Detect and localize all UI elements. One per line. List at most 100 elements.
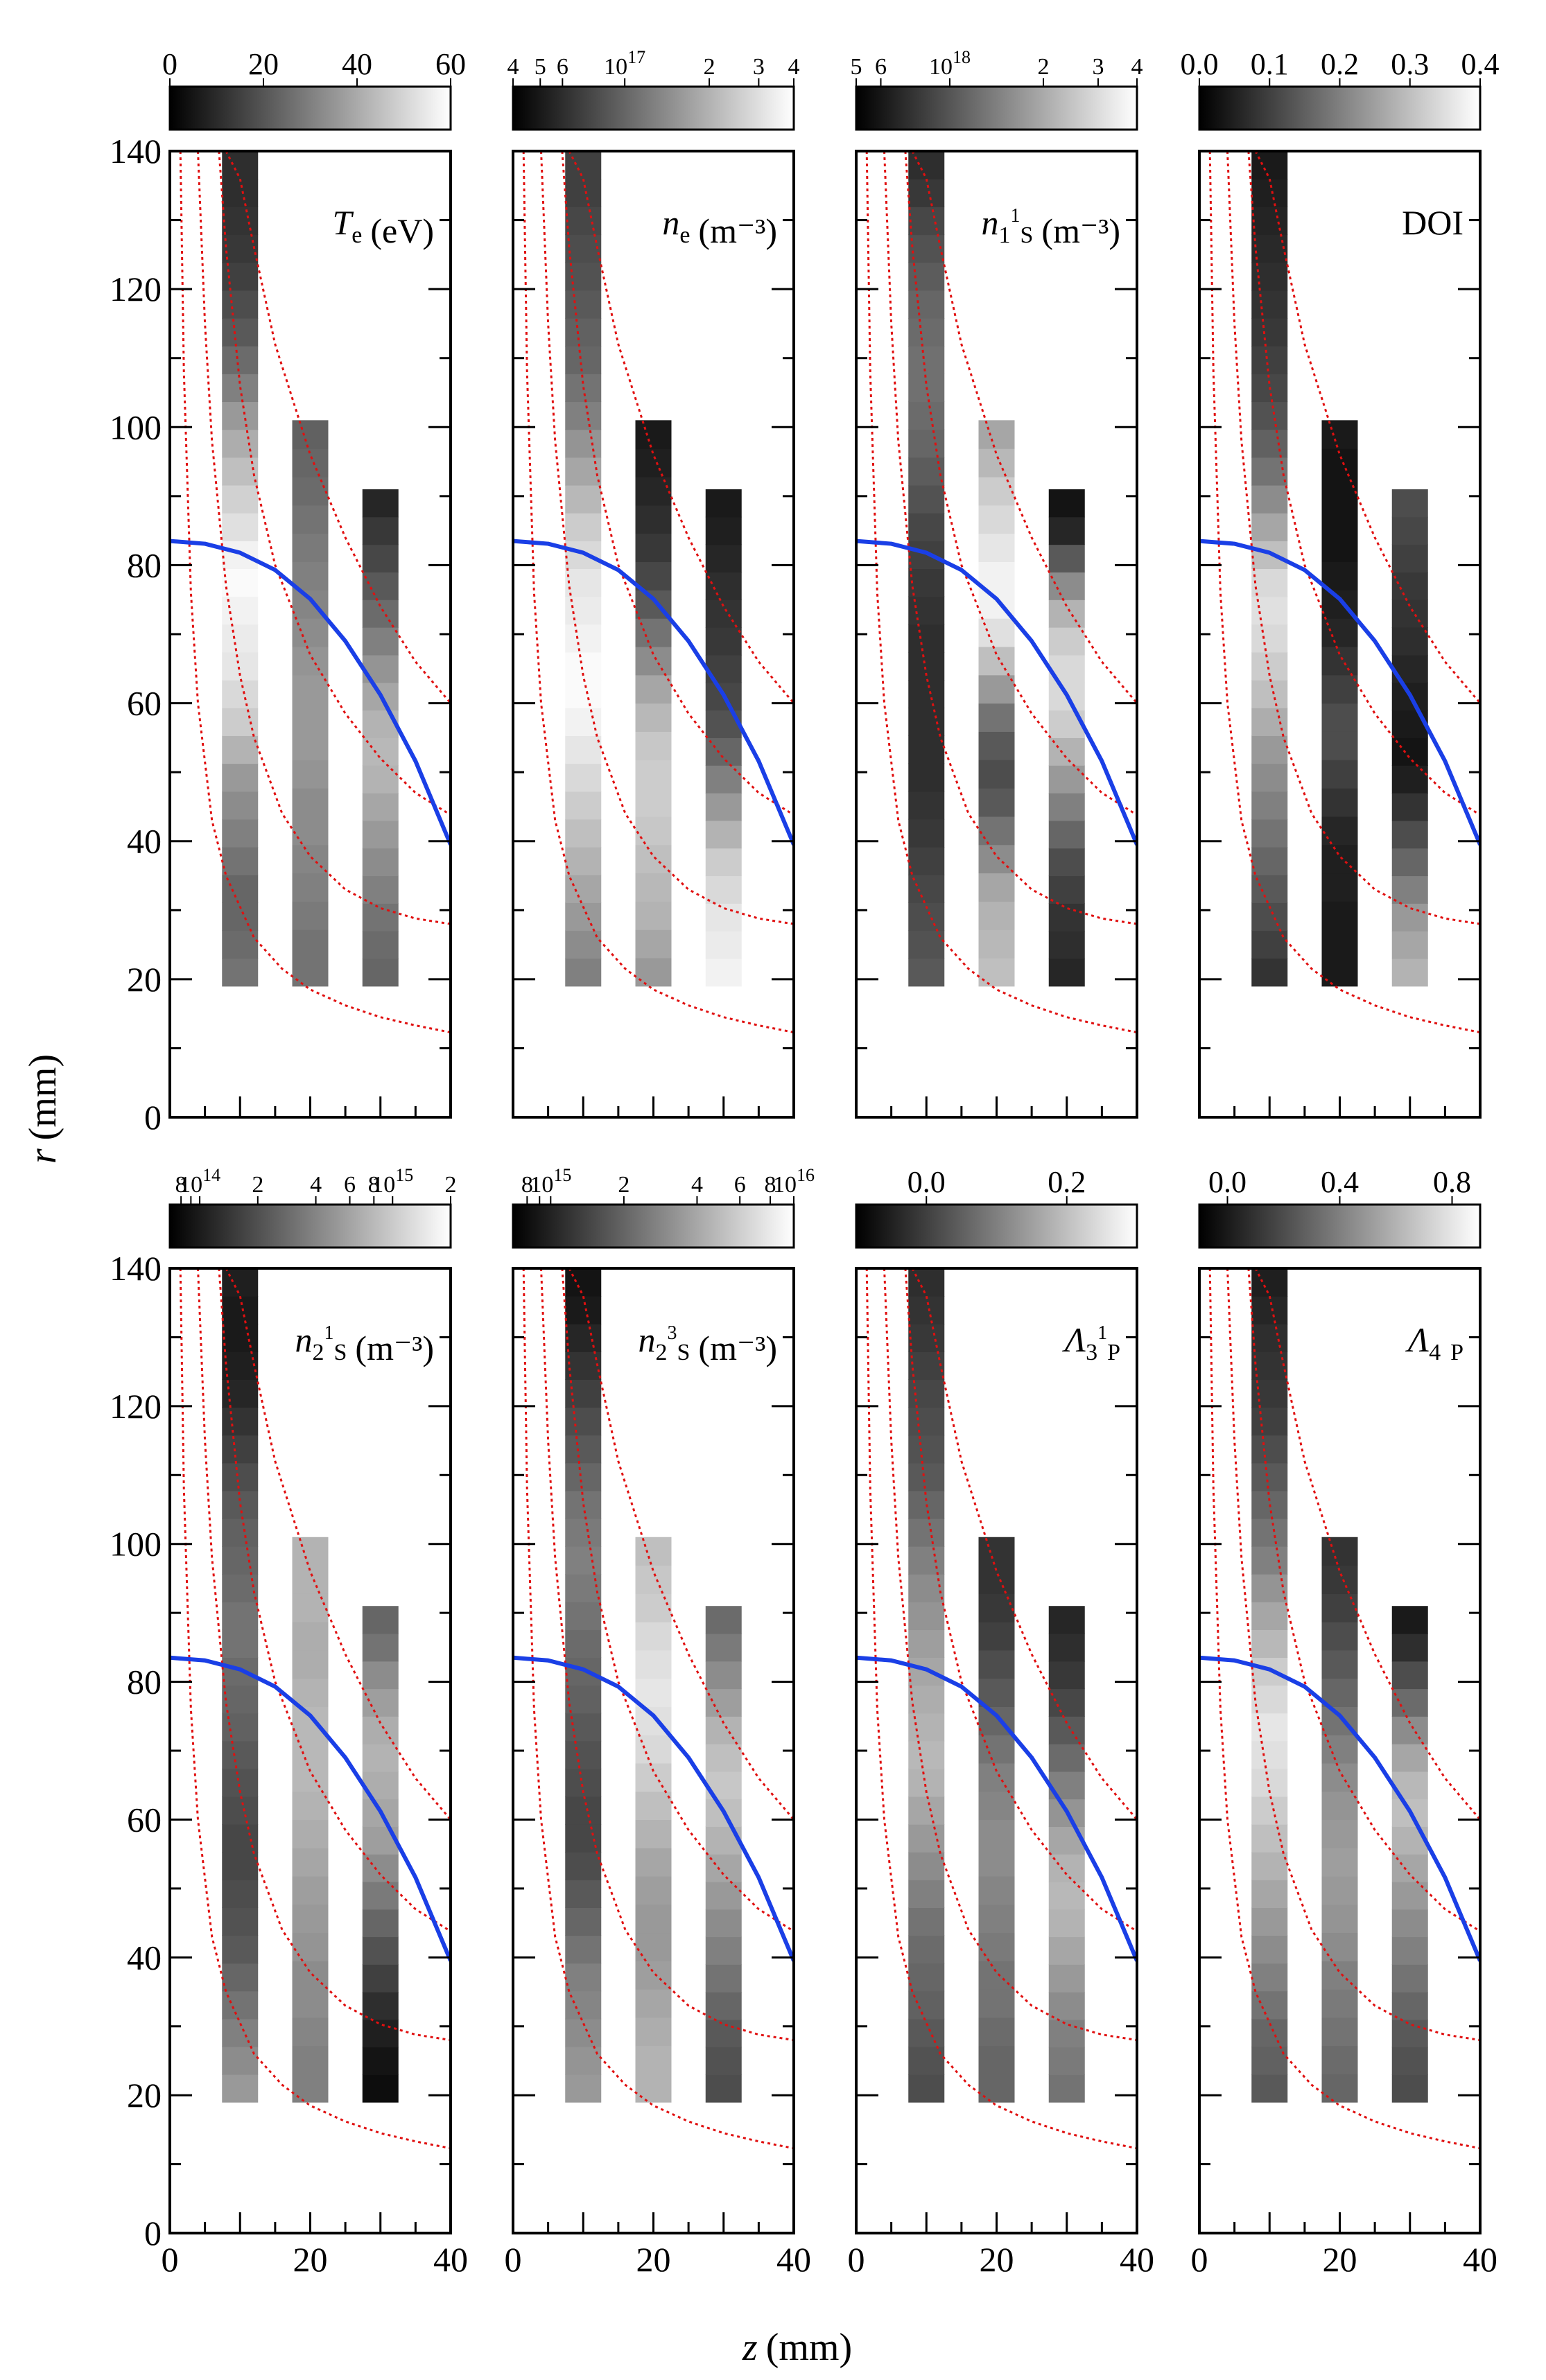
heatmap-cell bbox=[222, 346, 259, 374]
heatmap-cell bbox=[292, 1735, 329, 1764]
heatmap-cell bbox=[978, 1622, 1015, 1651]
heatmap-cell bbox=[292, 448, 329, 478]
heatmap-cell bbox=[222, 179, 259, 207]
heatmap-cell bbox=[1048, 958, 1085, 987]
heatmap-cell bbox=[1321, 731, 1358, 760]
data-column bbox=[1321, 1537, 1358, 2103]
heatmap-cell bbox=[1251, 151, 1288, 180]
colorbar-tick-label: 6 bbox=[875, 54, 887, 80]
heatmap-cell bbox=[635, 1932, 672, 1961]
heatmap-cell bbox=[1391, 1909, 1428, 1938]
colorbar-gradient bbox=[168, 1203, 452, 1249]
heatmap-cell bbox=[978, 2074, 1015, 2103]
heatmap-cell bbox=[978, 1961, 1015, 1990]
heatmap-cell bbox=[1048, 516, 1085, 545]
heatmap-cell bbox=[978, 1650, 1015, 1679]
heatmap-cell bbox=[1321, 788, 1358, 817]
heatmap-cell bbox=[635, 731, 672, 760]
colorbar: 0.0 0.1 0.2 0.3 0.4 bbox=[1181, 47, 1500, 131]
colorbar-tick-label: 4 bbox=[310, 1172, 322, 1198]
red-dotted-contour bbox=[540, 1268, 794, 2042]
heatmap-cell bbox=[362, 848, 399, 877]
red-dotted-contour bbox=[218, 1268, 451, 1932]
heatmap-cell bbox=[908, 346, 945, 374]
heatmap-cell bbox=[1251, 958, 1288, 987]
heatmap-cell bbox=[222, 1935, 259, 1964]
heatmap-cell bbox=[978, 1791, 1015, 1821]
heatmap-cell bbox=[1048, 1964, 1085, 1993]
heatmap-cell bbox=[565, 1629, 602, 1659]
heatmap-cell bbox=[1251, 1296, 1288, 1324]
heatmap-cell bbox=[565, 680, 602, 708]
heatmap-cell bbox=[978, 2017, 1015, 2047]
heatmap-cell bbox=[565, 207, 602, 236]
heatmap-cell bbox=[565, 179, 602, 207]
heatmap-cell bbox=[635, 448, 672, 478]
heatmap-cell bbox=[565, 958, 602, 987]
curves bbox=[856, 1268, 1137, 2150]
heatmap-cell bbox=[705, 1633, 742, 1662]
heatmap-cell bbox=[978, 1537, 1015, 1566]
data-column bbox=[362, 1606, 399, 2103]
y-axis-title-unit: (mm) bbox=[21, 1054, 64, 1140]
colorbar-tick-label: 0.4 bbox=[1461, 47, 1500, 81]
heatmap-cell bbox=[1251, 1379, 1288, 1408]
heatmap-cell bbox=[362, 2074, 399, 2103]
colorbar: 0.0 0.4 0.8 bbox=[1198, 1165, 1482, 1249]
heatmap-cell bbox=[978, 1904, 1015, 1934]
heatmap-cell bbox=[1321, 1678, 1358, 1707]
heatmap-cell bbox=[1321, 844, 1358, 874]
colorbar-gradient bbox=[855, 1203, 1138, 1249]
heatmap-cell bbox=[908, 958, 945, 987]
heatmap-cell bbox=[978, 816, 1015, 846]
heatmap-cell bbox=[565, 1935, 602, 1964]
heatmap-cell bbox=[1048, 875, 1085, 904]
heatmap-cell bbox=[292, 533, 329, 563]
heatmap-cell bbox=[1391, 1606, 1428, 1634]
y-tick-label: 0 bbox=[144, 2214, 162, 2252]
colorbar: 4 5 6 1017 2 3 4 bbox=[507, 47, 800, 131]
heatmap-cell bbox=[978, 420, 1015, 449]
heatmap-cell bbox=[222, 819, 259, 848]
heatmap-cell bbox=[222, 1407, 259, 1436]
heatmap-cell bbox=[565, 317, 602, 347]
heatmap-cell bbox=[222, 958, 259, 987]
x-tick-label: 20 bbox=[636, 2240, 671, 2279]
panel-label: n23S (m⁻³) bbox=[639, 1320, 778, 1367]
heatmap-cell bbox=[292, 2074, 329, 2103]
heatmap-cell bbox=[362, 600, 399, 628]
heatmap-cell bbox=[978, 505, 1015, 534]
heatmap-cell bbox=[292, 561, 329, 590]
colorbar-tick-label: 3 bbox=[1092, 54, 1104, 80]
heatmap-cell bbox=[635, 2017, 672, 2047]
data-column bbox=[292, 420, 329, 987]
colorbar: 5 6 1018 2 3 4 bbox=[851, 47, 1143, 131]
data-column bbox=[635, 1537, 672, 2103]
heatmap-cell bbox=[1251, 624, 1288, 653]
heatmap-cell bbox=[705, 848, 742, 877]
heatmap-cell bbox=[635, 957, 672, 987]
heatmap-cell bbox=[222, 484, 259, 514]
x-tick-label: 40 bbox=[776, 2240, 811, 2279]
colorbar-tick-label: 60 bbox=[435, 47, 466, 81]
heatmap-cell bbox=[1391, 848, 1428, 877]
colorbar-tick-label: 8 bbox=[521, 1172, 533, 1198]
heatmap-cell bbox=[908, 1629, 945, 1659]
heatmap-cell bbox=[978, 674, 1015, 704]
heatmap-cell bbox=[705, 875, 742, 904]
heatmap-cell bbox=[1321, 901, 1358, 930]
colorbar-gradient bbox=[855, 85, 1138, 131]
heatmap-cell bbox=[635, 844, 672, 874]
heatmap-cell bbox=[1321, 1904, 1358, 1934]
heatmap-cell bbox=[222, 1740, 259, 1769]
heatmap-cell bbox=[292, 1989, 329, 2018]
heatmap-cell bbox=[565, 1796, 602, 1825]
heatmap-cell bbox=[1251, 1963, 1288, 1992]
heatmap-cell bbox=[362, 1716, 399, 1744]
heatmap-cell bbox=[1048, 2074, 1085, 2103]
heatmap-cell bbox=[222, 847, 259, 875]
heatmap-cell bbox=[362, 903, 399, 931]
heatmap-cell bbox=[908, 1324, 945, 1352]
heatmap-cell bbox=[222, 401, 259, 430]
heatmap-cell bbox=[1321, 1932, 1358, 1961]
